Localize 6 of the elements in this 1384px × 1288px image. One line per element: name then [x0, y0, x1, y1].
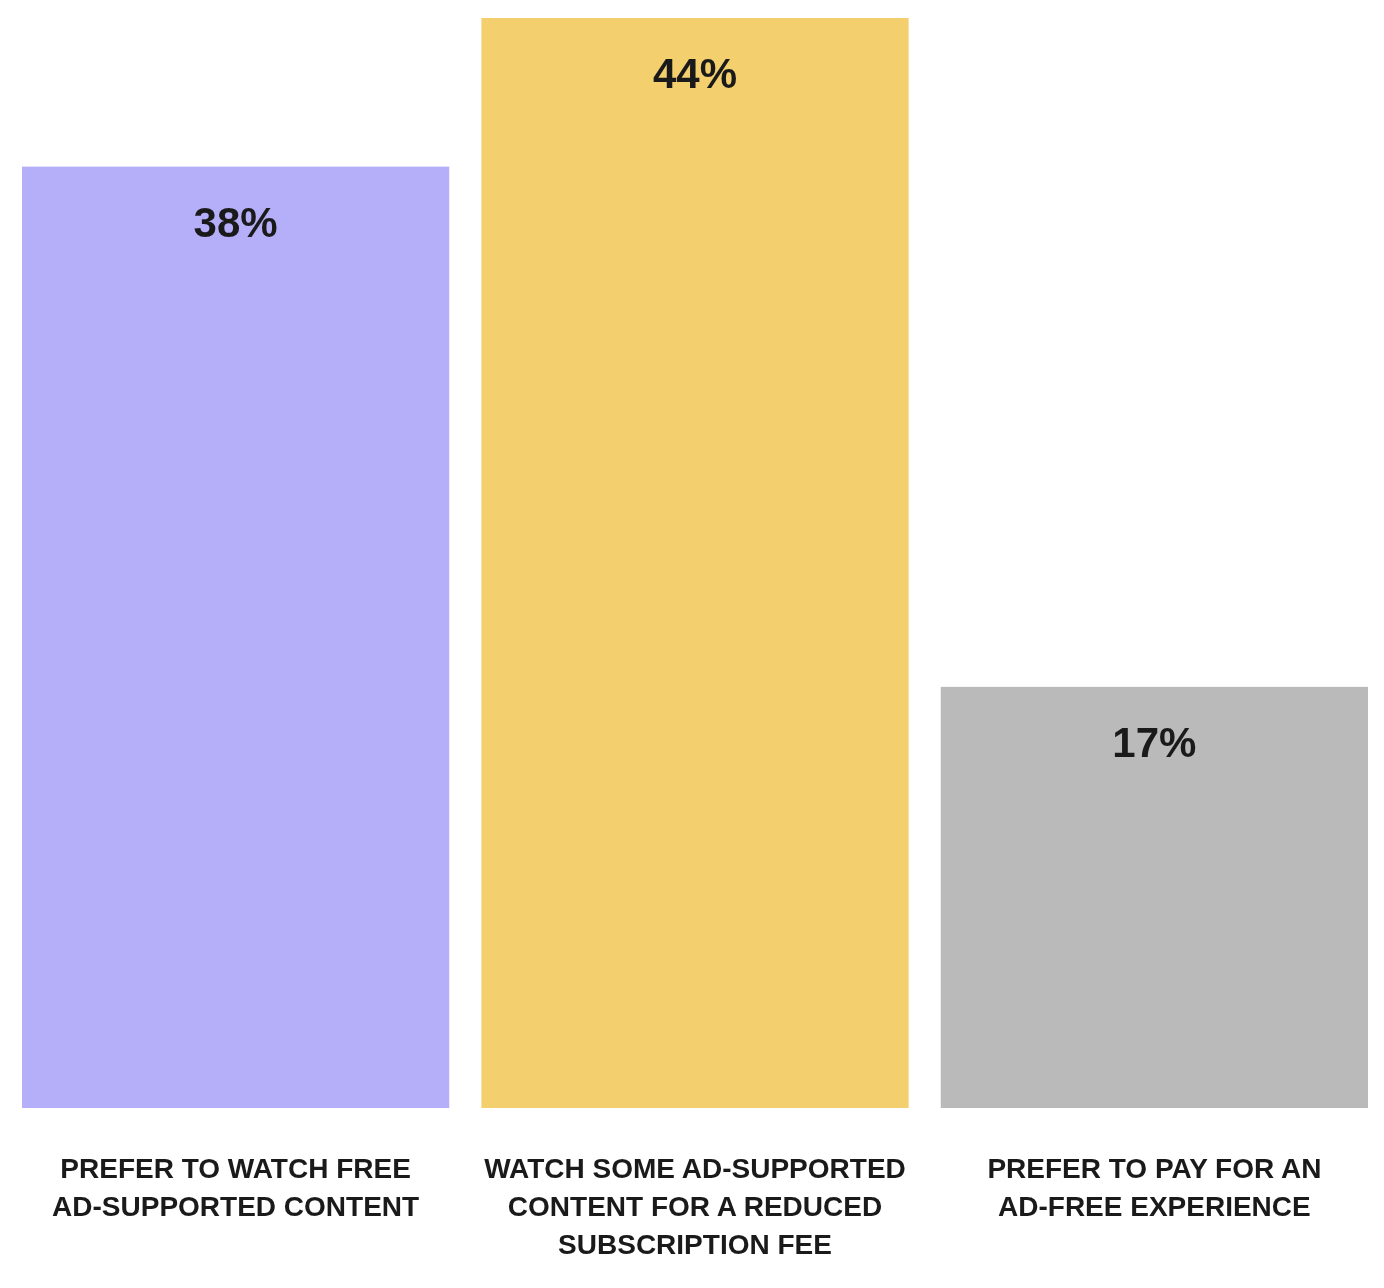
- data-label: 44%: [652, 50, 738, 97]
- data-label: 17%: [1112, 718, 1197, 766]
- x-tick-label: PREFER TO WATCH FREE AD-SUPPORTED CONTENT: [52, 1153, 420, 1222]
- x-tick-label: PREFER TO PAY FOR AN AD-FREE EXPERIENCE: [987, 1153, 1322, 1222]
- data-label: 38%: [193, 198, 278, 246]
- x-tick-label: WATCH SOME AD-SUPPORTED CONTENT FOR A REDUCED SUBSCRIPTION FEE: [484, 1153, 906, 1260]
